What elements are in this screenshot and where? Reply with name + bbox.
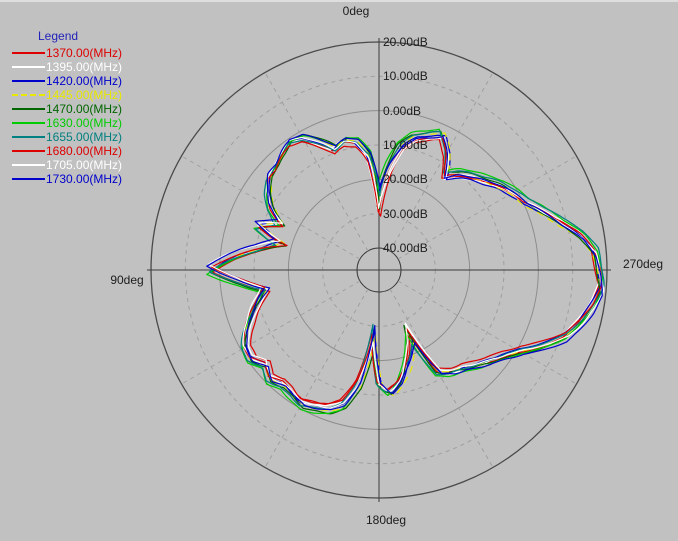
legend-item-label: 1705.00(MHz) <box>46 158 123 172</box>
legend: Legend 1370.00(MHz) 1395.00(MHz) 1420.00(M… <box>12 29 162 186</box>
legend-item[interactable]: 1730.00(MHz) <box>12 172 162 186</box>
legend-line-sample <box>12 108 45 110</box>
legend-line-sample <box>12 178 45 180</box>
grid-spoke <box>264 72 369 252</box>
legend-line-sample <box>12 80 45 82</box>
angle-label-270deg: 270deg <box>622 257 664 271</box>
legend-item-label: 1445.00(MHz) <box>46 88 123 102</box>
radial-tick-label: 20.00dB <box>383 35 428 49</box>
legend-line-sample <box>12 150 45 152</box>
radial-tick-label: 0.00dB <box>383 103 422 118</box>
legend-line-sample <box>12 52 45 54</box>
legend-item-label: 1730.00(MHz) <box>46 172 123 186</box>
legend-item-label: 1655.00(MHz) <box>46 130 123 144</box>
grid-spoke <box>389 72 494 252</box>
legend-line-sample <box>12 94 45 96</box>
legend-item[interactable]: 1445.00(MHz) <box>12 88 162 102</box>
legend-item[interactable]: 1395.00(MHz) <box>12 60 162 74</box>
legend-line-sample <box>12 66 45 68</box>
grid-spoke <box>181 280 361 385</box>
radial-tick-label: 10.00dB <box>383 69 428 84</box>
window-top-edge-highlight <box>0 0 678 2</box>
grid-spoke <box>397 155 577 260</box>
grid-spoke <box>389 288 494 468</box>
angle-label-180deg: 180deg <box>365 513 407 527</box>
radial-tick-label: 10.00dB <box>383 138 428 152</box>
legend-line-sample <box>12 164 45 166</box>
legend-item-label: 1680.00(MHz) <box>46 144 123 158</box>
grid-spoke <box>181 155 361 260</box>
legend-item-label: 1630.00(MHz) <box>46 116 123 130</box>
legend-item-label: 1395.00(MHz) <box>46 60 123 74</box>
radial-tick-label: 20.00dB <box>383 172 428 187</box>
radial-tick-label: 30.00dB <box>383 206 428 221</box>
legend-line-sample <box>12 136 45 138</box>
angle-label-90deg: 90deg <box>110 273 144 287</box>
legend-item[interactable]: 1420.00(MHz) <box>12 74 162 88</box>
legend-line-sample <box>12 122 45 124</box>
angle-label-0deg: 0deg <box>342 4 370 18</box>
grid-spoke <box>264 288 369 468</box>
legend-item-label: 1420.00(MHz) <box>46 74 123 88</box>
legend-item[interactable]: 1630.00(MHz) <box>12 116 162 130</box>
legend-item-label: 1470.00(MHz) <box>46 102 123 116</box>
legend-item[interactable]: 1470.00(MHz) <box>12 102 162 116</box>
legend-items: 1370.00(MHz) 1395.00(MHz) 1420.00(MHz) 1445… <box>12 46 162 186</box>
legend-item[interactable]: 1370.00(MHz) <box>12 46 162 60</box>
legend-item[interactable]: 1655.00(MHz) <box>12 130 162 144</box>
legend-item-label: 1370.00(MHz) <box>46 46 123 60</box>
legend-title: Legend <box>38 29 79 43</box>
legend-item[interactable]: 1680.00(MHz) <box>12 144 162 158</box>
legend-item[interactable]: 1705.00(MHz) <box>12 158 162 172</box>
grid-spoke <box>397 280 577 385</box>
radial-tick-label: 40.00dB <box>383 241 428 255</box>
trace-165500 <box>208 130 605 410</box>
trace-173000 <box>206 133 603 411</box>
